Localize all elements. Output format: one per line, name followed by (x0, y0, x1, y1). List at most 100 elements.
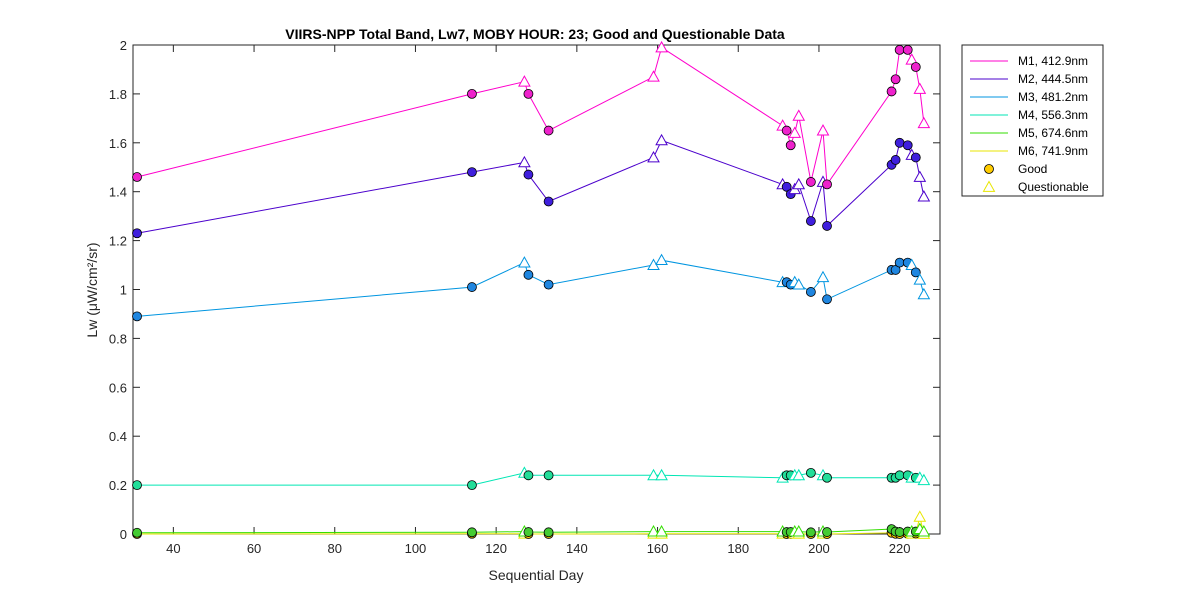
y-tick-label: 1.6 (109, 136, 127, 151)
questionable-point (518, 155, 531, 168)
x-tick-label: 140 (566, 541, 588, 556)
legend-label: M2, 444.5nm (1018, 72, 1088, 86)
good-point (467, 480, 477, 491)
good-point (822, 179, 832, 190)
questionable-point (647, 525, 660, 537)
legend-label: M6, 741.9nm (1018, 144, 1088, 158)
good-point (467, 89, 477, 99)
questionable-point (792, 525, 806, 537)
x-tick-label: 160 (647, 541, 669, 556)
plot-area (132, 44, 941, 535)
good-point (822, 294, 832, 305)
legend-label: M5, 674.6nm (1018, 126, 1088, 140)
good-point (523, 470, 534, 481)
good-point (894, 44, 905, 55)
questionable-point (792, 177, 806, 190)
x-tick-label: 220 (889, 541, 911, 556)
questionable-point (655, 253, 668, 266)
good-point (132, 311, 142, 322)
good-point (894, 527, 905, 537)
y-tick-label: 0.2 (109, 478, 127, 493)
questionable-point (917, 190, 931, 202)
good-point (543, 196, 554, 207)
questionable-point (913, 82, 927, 94)
good-point (805, 527, 816, 538)
legend: M1, 412.9nm M2, 444.5nm M3, 481.2nm M4, 556… (961, 44, 1104, 197)
good-point (894, 257, 905, 268)
good-point (467, 527, 477, 538)
legend-label: M4, 556.3nm (1018, 108, 1088, 122)
good-point (805, 287, 816, 297)
questionable-point (792, 278, 806, 290)
y-tick-label: 0.8 (109, 331, 127, 346)
y-tick-label: 1.4 (109, 185, 127, 200)
x-tick-label: 60 (247, 541, 261, 556)
questionable-point (917, 473, 931, 486)
good-point (523, 169, 534, 180)
questionable-point (655, 40, 668, 53)
good-point (805, 177, 816, 187)
questionable-point (913, 510, 927, 522)
questionable-point (913, 273, 927, 285)
good-point (132, 228, 142, 239)
questionable-point (905, 53, 919, 65)
legend-label: M1, 412.9nm (1018, 54, 1088, 68)
legend-label: M3, 481.2nm (1018, 90, 1088, 104)
good-point (805, 467, 816, 478)
y-tick-label: 0.6 (109, 380, 127, 395)
good-point (894, 470, 905, 481)
good-point (822, 221, 832, 231)
good-point (890, 155, 901, 165)
questionable-point (647, 150, 660, 163)
questionable-point (655, 133, 668, 146)
x-tick-label: 80 (328, 541, 342, 556)
good-point (902, 140, 913, 151)
y-tick-label: 0.4 (109, 429, 127, 444)
good-point (822, 527, 832, 537)
questionable-point (647, 468, 660, 481)
x-tick-label: 120 (485, 541, 507, 556)
chart-title: VIIRS-NPP Total Band, Lw7, MOBY HOUR: 23… (285, 26, 785, 42)
good-point (523, 89, 534, 99)
questionable-point (655, 525, 668, 537)
good-point (467, 282, 477, 292)
good-point (132, 172, 142, 182)
good-point (910, 152, 921, 163)
x-axis-label: Sequential Day (489, 567, 584, 583)
good-point (886, 86, 897, 97)
y-axis-label: Lw (μW/cm²/sr) (84, 242, 100, 337)
good-point (543, 279, 554, 290)
good-point (890, 74, 901, 85)
legend-questionable-marker (982, 180, 996, 192)
questionable-point (905, 258, 919, 270)
good-point (523, 527, 534, 537)
good-point (890, 265, 901, 275)
good-point (543, 125, 554, 136)
good-point (781, 181, 792, 192)
questionable-point (655, 468, 668, 481)
x-tick-label: 100 (405, 541, 427, 556)
good-point (132, 527, 142, 538)
good-point (132, 480, 142, 491)
legend-good-marker (984, 164, 994, 174)
good-point (902, 44, 913, 55)
good-point (543, 470, 554, 481)
good-point (543, 527, 554, 538)
questionable-point (917, 525, 931, 537)
questionable-point (816, 270, 830, 283)
good-point (785, 140, 796, 151)
questionable-point (913, 170, 927, 182)
good-point (910, 62, 921, 72)
questionable-point (518, 256, 531, 268)
legend-label: Questionable (1018, 180, 1089, 194)
questionable-point (788, 126, 802, 138)
good-point (467, 167, 477, 178)
questionable-point (917, 287, 931, 300)
y-tick-label: 1.8 (109, 87, 127, 102)
y-tick-label: 2 (120, 38, 127, 53)
x-tick-label: 40 (166, 541, 180, 556)
questionable-point (518, 75, 531, 87)
good-point (910, 267, 921, 278)
good-point (805, 216, 816, 226)
x-tick-label: 180 (727, 541, 749, 556)
